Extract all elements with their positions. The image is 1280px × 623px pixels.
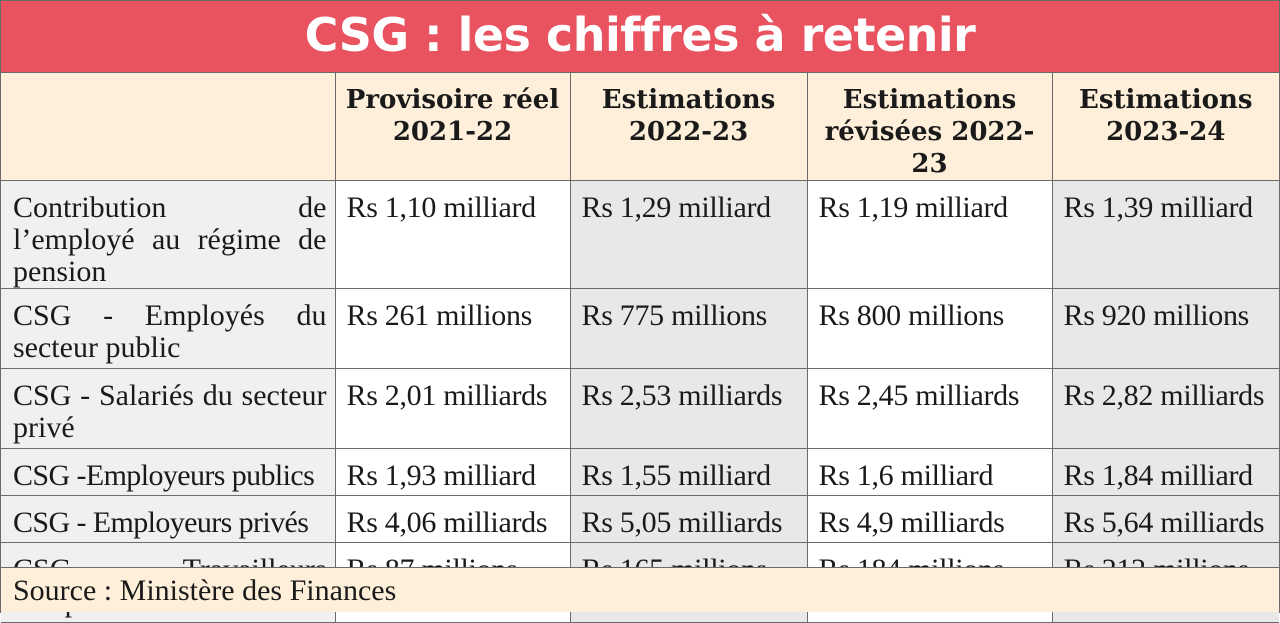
- table-cell: Rs 2,53 milliards: [569, 368, 808, 449]
- source-note: Source : Ministère des Finances: [1, 567, 1279, 612]
- title-banner: CSG : les chiffres à retenir: [1, 1, 1279, 73]
- table-cell: Rs 1,84 milliard: [1051, 448, 1279, 496]
- table-row: CSG - Salariés du secteur privé Rs 2,01 …: [1, 368, 1279, 449]
- column-header: Estimations 2023-24: [1051, 73, 1279, 181]
- table-cell: Rs 1,6 milliard: [806, 448, 1053, 496]
- table-cell: Rs 4,9 milliards: [806, 495, 1053, 543]
- column-header: Estimations 2022-23: [569, 73, 808, 181]
- table-cell: Rs 775 millions: [569, 288, 808, 369]
- table-cell: Rs 1,29 milliard: [569, 180, 808, 289]
- table-row: CSG - Employés du secteur public Rs 261 …: [1, 288, 1279, 369]
- row-label: CSG - Employeurs privés: [1, 495, 336, 543]
- table-row: CSG -Employeurs publics Rs 1,93 milliard…: [1, 448, 1279, 496]
- table-cell: Rs 2,45 milliards: [806, 368, 1053, 449]
- csg-figures-table: Provisoire réel 2021-22 Estimations 2022…: [1, 73, 1279, 623]
- table-cell: Rs 5,05 milliards: [569, 495, 808, 543]
- table-cell: Rs 800 millions: [806, 288, 1053, 369]
- table-cell: Rs 920 millions: [1051, 288, 1279, 369]
- page-title: CSG : les chiffres à retenir: [304, 7, 976, 62]
- table-cell: Rs 261 millions: [334, 288, 571, 369]
- table-cell: Rs 2,82 milliards: [1051, 368, 1279, 449]
- row-label: Contribution de l’employé au régime de p…: [1, 180, 336, 289]
- table-cell: Rs 1,93 milliard: [334, 448, 571, 496]
- column-header: Estimations révisées 2022-23: [806, 73, 1053, 181]
- row-label: CSG - Employés du secteur public: [1, 288, 336, 369]
- table-cell: Rs 2,01 milliards: [334, 368, 571, 449]
- column-header: Provisoire réel 2021-22: [334, 73, 571, 181]
- table-row: Contribution de l’employé au régime de p…: [1, 180, 1279, 289]
- header-corner: [1, 73, 336, 181]
- table-cell: Rs 5,64 milliards: [1051, 495, 1279, 543]
- table-row: CSG - Employeurs privés Rs 4,06 milliard…: [1, 495, 1279, 543]
- table-cell: Rs 1,19 milliard: [806, 180, 1053, 289]
- table-cell: Rs 1,10 milliard: [334, 180, 571, 289]
- table-cell: Rs 4,06 milliards: [334, 495, 571, 543]
- row-label: CSG - Salariés du secteur privé: [1, 368, 336, 449]
- table-cell: Rs 1,55 milliard: [569, 448, 808, 496]
- table-cell: Rs 1,39 milliard: [1051, 180, 1279, 289]
- row-label: CSG -Employeurs publics: [1, 448, 336, 496]
- header-row: Provisoire réel 2021-22 Estimations 2022…: [1, 73, 1279, 181]
